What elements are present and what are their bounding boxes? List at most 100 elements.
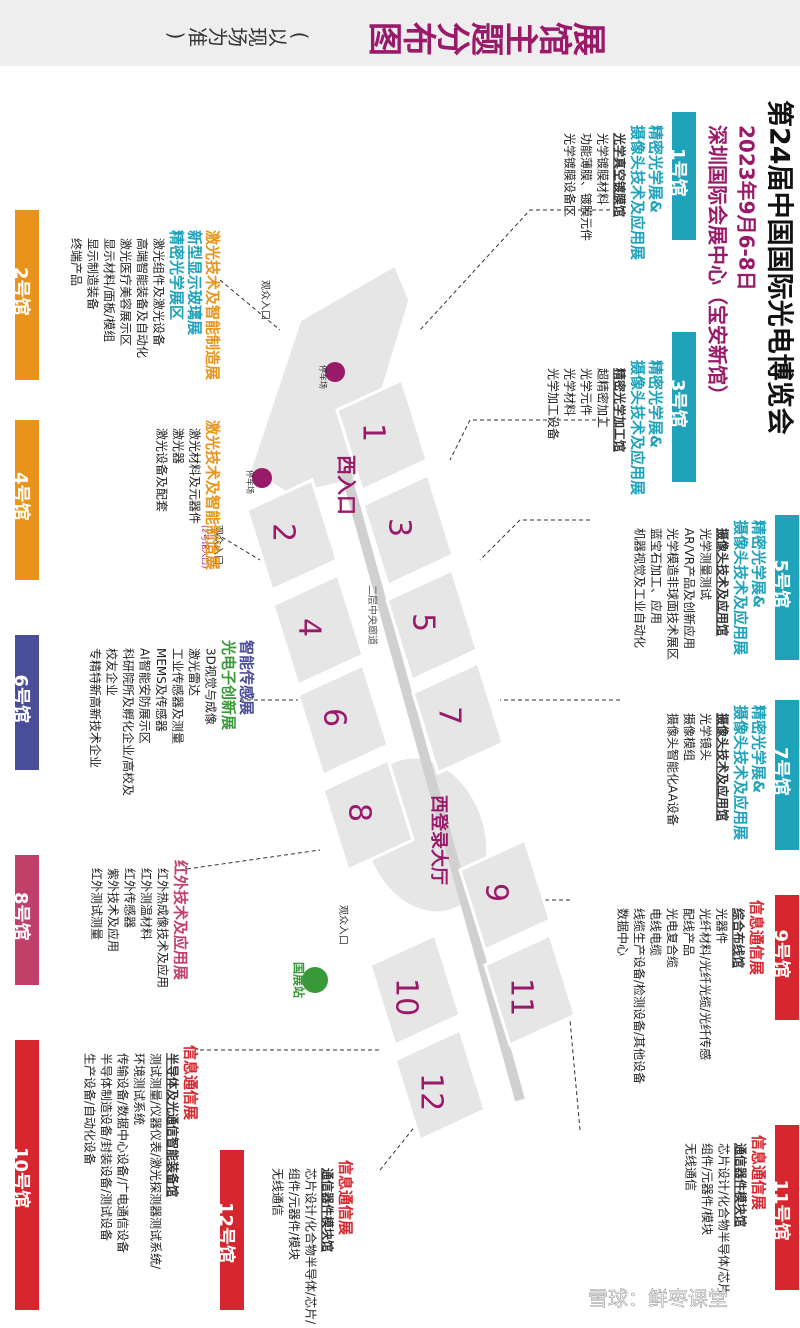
hall-item: 光学镀膜材料 <box>596 133 611 205</box>
watermark: 雪球：鲜枣课堂 <box>588 1287 728 1311</box>
exhibition-name: 新型显示玻璃展 <box>186 230 204 335</box>
hall-item: AI智能安防展示区 <box>138 648 153 744</box>
hall-subtitle: 通信器件模块馆 <box>734 1143 749 1227</box>
exhibition-name: 光电子创新展 <box>220 639 238 730</box>
hall-item: 半导体制造设备/封装设备/测试设备 <box>99 1053 114 1241</box>
hall-number: 9 <box>479 883 514 902</box>
hall-item: 组件/元器件/模块 <box>287 1168 301 1260</box>
metro-icon <box>302 967 328 993</box>
exhibition-name: 精密光学展& <box>647 360 665 448</box>
hall-item: 校友企业 <box>105 648 120 696</box>
hall-item: 红外传感器 <box>123 868 138 928</box>
header-band <box>0 0 800 66</box>
hall-item: 激光材料及元器件 <box>188 428 202 524</box>
hall-item: 超精密加工 <box>596 368 611 428</box>
hall-item: 红外测温材料 <box>139 868 154 940</box>
hall-item: 摄像模组 <box>682 713 697 761</box>
hall-item: 线缆生产设备/检测设备/其他设备 <box>632 908 647 1084</box>
hall-shape <box>245 477 339 593</box>
hall-number: 12 <box>414 1073 449 1111</box>
hall-item: 光学镀膜设备区 <box>563 133 578 217</box>
hall-tag <box>220 1150 244 1310</box>
exhibition-name: 精密光学展& <box>647 125 665 213</box>
hall-number: 5 <box>406 613 441 632</box>
hall-item: 显示制造装备 <box>86 238 100 310</box>
hall-shape <box>393 1027 487 1143</box>
hall-tag-label: 4号馆 <box>10 472 32 521</box>
hall-item: 数据中心 <box>616 908 631 956</box>
hall-tag-label: 9号馆 <box>770 930 792 979</box>
hall-item: 光纤材料/光纤光缆/光纤传感 <box>698 908 713 1060</box>
hall-item: 环境测试系统 <box>132 1053 147 1125</box>
lobby-label: 西登录大厅 <box>428 795 450 885</box>
exhibition-name: 激光技术及智能制造展 <box>204 420 222 570</box>
visitor-entrance: 观众入口 <box>337 905 349 945</box>
hall-item: 光学材料 <box>563 368 578 416</box>
hall-subtitle: 摄像头技术及应用馆 <box>716 713 731 821</box>
hall-tag-label: 6号馆 <box>10 675 32 724</box>
hall-item: 工业传感器及测量 <box>171 648 186 744</box>
hall-tag <box>15 210 39 380</box>
hall-item: 芯片设计/化合物半导体/芯片 <box>717 1143 732 1295</box>
exhibition-name: 摄像头技术及应用展 <box>732 705 750 840</box>
hall-tag <box>15 635 39 770</box>
hall-subtitle: 光学真空镀膜馆 <box>613 132 628 217</box>
exhibition-name: 红外技术及应用展 <box>172 860 190 980</box>
hall-tag <box>15 855 39 985</box>
hall-shape <box>458 837 552 953</box>
hall-number: 3 <box>382 518 417 537</box>
parking-icon <box>252 468 272 488</box>
hall-item: 生产设备/自动化设备 <box>83 1053 97 1165</box>
hall-item: 光学加工设备 <box>546 368 561 440</box>
hall-item: 激光雷达 <box>187 648 201 696</box>
hall-item: 紫外技术及应用 <box>106 868 121 952</box>
event-date: 2023年9月6-8日 <box>735 125 759 291</box>
hall-tag-label: 2号馆 <box>10 267 32 316</box>
hall-number: 2 <box>266 523 301 542</box>
hall-item: 光器件 <box>715 908 729 944</box>
hall-item: 测试测量/仪器仪表/激光探测器测试系统/ <box>149 1053 164 1270</box>
exhibition-name: 信息通信展 <box>750 1135 768 1210</box>
hall-number: 7 <box>432 706 467 725</box>
exhibition-name: 信息通信展 <box>182 1045 200 1120</box>
entrance-note: (2号馆入口) <box>201 525 211 568</box>
hall-tag-label: 3号馆 <box>667 379 689 428</box>
exhibition-name: 信息通信展 <box>337 1160 355 1235</box>
parking-label: 停车场 <box>246 470 256 494</box>
page-title: 展馆主题分布图 <box>369 16 607 56</box>
hall-subtitle: 摄像头技术及应用馆 <box>716 528 731 636</box>
hall-item: 光学镜头 <box>699 713 714 761</box>
hall-item: 机器视觉及工业自动化 <box>633 528 648 648</box>
hall-number: 1 <box>356 423 391 442</box>
hall-item: 红外测试测量 <box>90 868 105 940</box>
hall-item: 激光组件及激光设备 <box>152 238 166 346</box>
exhibition-name: 摄像头技术及应用展 <box>629 125 647 260</box>
exhibition-name: 精密光学展& <box>750 520 768 608</box>
hall-tag-label: 12号馆 <box>215 1202 237 1263</box>
hall-subtitle: 精密光学加工馆 <box>613 368 628 452</box>
hall-tag <box>15 1040 39 1310</box>
hall-item: 光学元件 <box>579 368 594 416</box>
hall-item: 摄像头智能化AA设备 <box>666 713 681 826</box>
hall-shape <box>368 932 462 1048</box>
hall-item: 芯片设计/化合物半导体/芯片/ <box>304 1168 319 1324</box>
hall-item: 激光设备及配套 <box>155 428 169 512</box>
hall-item: 光学测量测试 <box>699 528 714 600</box>
exhibition-name: 摄像头技术及应用展 <box>732 520 750 655</box>
entrance-label: 西入口 <box>335 455 359 515</box>
hall-item: 激光医疗美容展示区 <box>119 238 134 346</box>
hall-subtitle: 通信器件模块馆 <box>321 1168 336 1252</box>
hall-item: 3D视觉与成像 <box>204 648 219 725</box>
hall-shape <box>385 567 479 683</box>
hall-tag <box>672 332 696 482</box>
hall-shape <box>296 662 390 778</box>
hall-shape <box>361 472 455 588</box>
hall-item: 高端智能装备及自动化 <box>135 238 150 358</box>
event-venue: 深圳国际会展中心（宝安新馆） <box>706 125 730 405</box>
connectors <box>179 209 620 1171</box>
hall-tag <box>775 895 799 1020</box>
hall-tag-label: 7号馆 <box>770 747 792 796</box>
exhibition-name: 信息通信展 <box>748 900 766 975</box>
parking-label: 停车场 <box>319 365 329 389</box>
hall-subtitle: 半导体及光通信智能装备馆 <box>166 1053 181 1197</box>
